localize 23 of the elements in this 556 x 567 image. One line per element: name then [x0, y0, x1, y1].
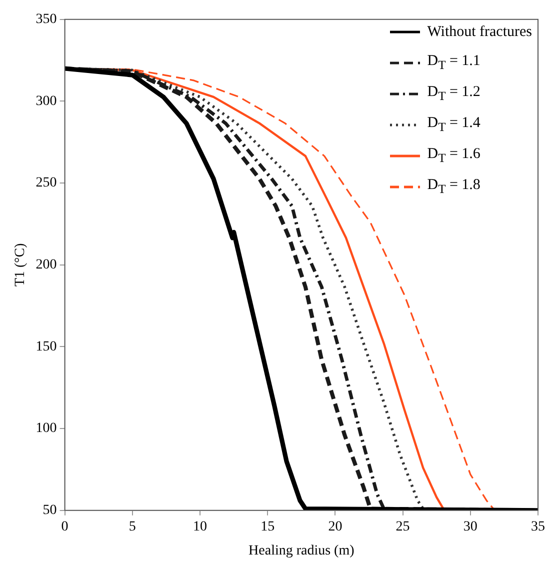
legend-label: D$_{T}$ = 1.1: [427, 53, 480, 73]
x-tick-label: 0: [61, 519, 68, 534]
legend-label: D$_{T}$ = 1.6: [427, 146, 480, 166]
x-axis-title: Healing radius (m): [248, 543, 355, 558]
y-tick-label: 250: [36, 176, 57, 191]
y-tick-label: 300: [36, 94, 57, 109]
x-tick-label: 15: [260, 519, 275, 534]
x-tick-label: 30: [463, 519, 478, 534]
y-tick-label: 50: [42, 503, 57, 518]
y-tick-label: 350: [36, 12, 57, 28]
legend-label: D$_{T}$ = 1.8: [427, 177, 480, 197]
legend-label: D$_{T}$ = 1.4: [427, 115, 480, 135]
x-tick-label: 20: [328, 519, 342, 534]
x-tick-label: 25: [396, 519, 410, 534]
y-tick-label: 200: [36, 258, 57, 273]
legend-label: Without fractures: [427, 24, 532, 40]
x-tick-label: 5: [128, 519, 136, 534]
y-tick-label: 100: [36, 421, 57, 436]
y-tick-label: 150: [36, 339, 57, 354]
legend-label: D$_{T}$ = 1.2: [427, 84, 480, 104]
y-axis-title: T1 (°C): [13, 242, 28, 287]
x-tick-label: 10: [193, 519, 207, 534]
x-tick-label: 35: [531, 519, 545, 534]
